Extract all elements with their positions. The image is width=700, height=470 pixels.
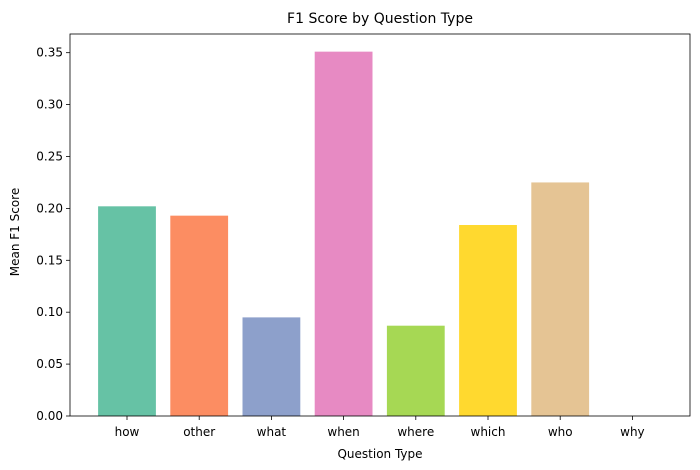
x-tick-label-how: how	[115, 425, 140, 439]
x-tick-label-where: where	[397, 425, 434, 439]
bar-how	[98, 206, 156, 416]
chart-title: F1 Score by Question Type	[287, 11, 473, 27]
x-tick-label-when: when	[327, 425, 359, 439]
x-tick-label-who: who	[548, 425, 573, 439]
plot-area: how other what when where which who why 0.00 0.05…	[36, 46, 644, 439]
bar-where	[386, 325, 445, 416]
y-tick-label: 0.10	[36, 305, 63, 319]
bar-who	[531, 182, 590, 416]
y-tick-label: 0.35	[36, 46, 63, 60]
x-axis-label: Question Type	[337, 447, 422, 461]
y-tick-label: 0.20	[36, 201, 63, 215]
x-tick-label-other: other	[183, 425, 215, 439]
y-tick-label: 0.15	[36, 253, 63, 267]
bar-when	[314, 51, 373, 417]
x-tick-label-why: why	[620, 425, 645, 439]
bar-other	[170, 215, 229, 416]
axes-frame	[69, 33, 691, 417]
x-tick-label-what: what	[257, 425, 287, 439]
x-tick-label-which: which	[471, 425, 506, 439]
y-tick-label: 0.30	[36, 98, 63, 112]
y-tick-label: 0.00	[36, 409, 63, 423]
y-tick-label: 0.25	[36, 149, 63, 163]
y-axis-label: Mean F1 Score	[8, 188, 22, 276]
bar-what	[242, 317, 301, 416]
bar-which	[459, 225, 517, 416]
y-tick-label: 0.05	[36, 357, 63, 371]
